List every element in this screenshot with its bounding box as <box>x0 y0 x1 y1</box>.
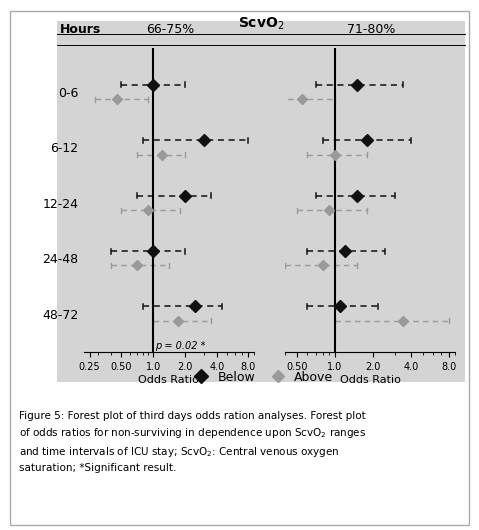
Text: Hours: Hours <box>60 23 101 36</box>
X-axis label: Odds Ratio: Odds Ratio <box>138 375 199 385</box>
X-axis label: Odds Ratio: Odds Ratio <box>340 375 400 385</box>
Text: 66-75%: 66-75% <box>146 23 194 36</box>
Text: Figure 5: Forest plot of third days odds ration analyses. Forest plot
of odds ra: Figure 5: Forest plot of third days odds… <box>19 411 366 473</box>
Legend: Below, Above: Below, Above <box>184 366 338 388</box>
Text: ScvO$_2$: ScvO$_2$ <box>238 16 284 32</box>
Text: p = 0.02 *: p = 0.02 * <box>155 341 205 351</box>
Text: 71-80%: 71-80% <box>347 23 395 36</box>
